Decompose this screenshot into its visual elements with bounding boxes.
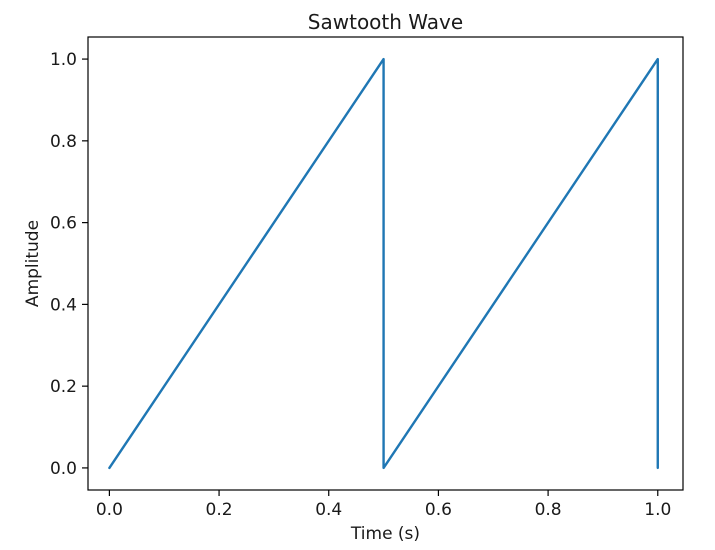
x-tick-label: 0.8 [535,500,562,520]
y-tick-label: 0.0 [50,459,77,479]
y-axis-label: Amplitude [23,220,43,307]
y-tick-label: 1.0 [50,50,77,70]
chart-title: Sawtooth Wave [308,10,463,34]
x-tick-label: 1.0 [644,500,671,520]
x-tick-label: 0.6 [425,500,452,520]
y-axis-ticks: 0.0 0.2 0.4 0.6 0.8 1.0 [50,50,88,479]
x-tick-label: 0.0 [96,500,123,520]
data-series [108,57,659,470]
y-tick-label: 0.4 [50,295,77,315]
x-axis-ticks: 0.0 0.2 0.4 0.6 0.8 1.0 [96,490,671,520]
sawtooth-line [108,57,659,470]
y-tick-label: 0.2 [50,377,77,397]
y-tick-label: 0.6 [50,214,77,234]
x-tick-label: 0.4 [315,500,342,520]
x-tick-label: 0.2 [206,500,233,520]
x-axis-label: Time (s) [350,524,420,544]
plot-frame [87,36,684,491]
y-tick-label: 0.8 [50,132,77,152]
